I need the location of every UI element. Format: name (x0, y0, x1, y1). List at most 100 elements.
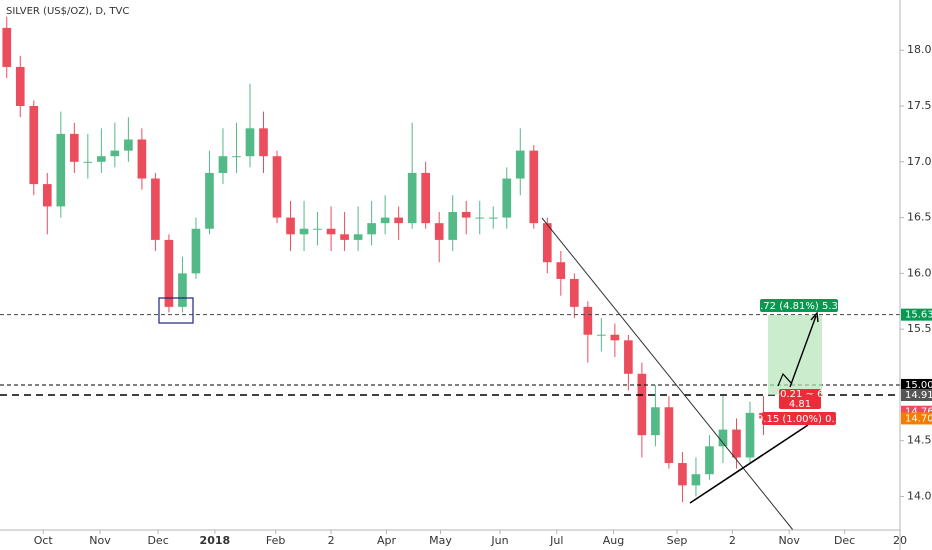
candle-body (124, 139, 133, 151)
candle-body (461, 212, 471, 218)
y-tick-label: 17.00 (907, 155, 932, 168)
target-label: 0.72 (4.81%) 5.32 (754, 301, 844, 312)
plot-area (0, 16, 900, 503)
y-tick-label: 15.50 (907, 322, 932, 335)
candle-body (488, 217, 498, 219)
candle-body (380, 217, 390, 224)
candle-body (15, 66, 25, 106)
candle-body (367, 223, 376, 235)
candle-body (313, 228, 322, 230)
stop-tag (762, 412, 836, 425)
x-tick-label: Dec (147, 534, 168, 547)
x-tick-label: 2018 (200, 534, 231, 547)
candle-body (151, 178, 160, 240)
price-tag-label: 15.63 (905, 310, 932, 321)
trend-line (689, 424, 809, 504)
x-tick-label: Feb (266, 534, 285, 547)
candle-body (515, 150, 525, 179)
candle-body (610, 334, 620, 341)
candle-body (272, 156, 282, 218)
candle-body (407, 172, 417, 224)
candle-body (691, 474, 701, 486)
profit-zone (768, 315, 822, 395)
candle-body (732, 429, 741, 458)
stop-label: 0.15 (1.00%) 0.1 (757, 414, 841, 425)
price-tag (901, 388, 932, 401)
candle-body (83, 161, 93, 163)
candle-body (434, 223, 444, 240)
candle-body (164, 239, 174, 307)
candle-body (583, 306, 593, 335)
price-tag-label: 14.76 (905, 407, 932, 418)
price-tag (901, 378, 932, 391)
y-tick-label: 14.50 (907, 434, 932, 447)
candle-body (178, 273, 187, 307)
candle-body (232, 156, 241, 158)
x-tick-label: Oct (34, 534, 54, 547)
x-tick-label: Sep (667, 534, 688, 547)
entry-label: -0.21 ~ 6 (777, 389, 824, 400)
candle-body (137, 139, 147, 179)
price-tag-label: 15.00 (905, 380, 932, 391)
candle-body (340, 234, 349, 240)
candle-body (326, 228, 336, 235)
candle-body (637, 373, 647, 436)
x-tick-label: 2 (328, 534, 335, 547)
y-tick-label: 16.50 (907, 211, 932, 224)
entry-tag (779, 389, 821, 409)
candle-body (664, 407, 674, 464)
y-tick-label: 14.00 (907, 490, 932, 503)
candle-body (56, 133, 66, 207)
arrow-head (810, 311, 819, 323)
entry-ratio: 4.81 (789, 399, 811, 410)
candle-body (191, 228, 201, 274)
candle-body (353, 234, 363, 240)
y-tick-label: 18.00 (907, 43, 932, 56)
candle-body (42, 184, 52, 207)
candle-body (570, 278, 579, 307)
x-tick-label: Dec (834, 534, 855, 547)
candle-body (651, 407, 660, 436)
trend-line (541, 217, 794, 531)
candle-body (502, 178, 512, 218)
x-tick-label: May (429, 534, 452, 547)
projection-arrow (777, 372, 793, 387)
x-tick-label: Nov (89, 534, 111, 547)
price-tag-label: 14.91 (905, 390, 932, 401)
candle-body (29, 106, 39, 185)
price-tag (901, 412, 932, 425)
candle-body (745, 412, 755, 458)
x-tick-label: 20 (893, 534, 907, 547)
candle-body (718, 429, 728, 447)
candle-body (448, 212, 458, 240)
x-tick-label: Jun (490, 534, 508, 547)
price-tag-label: 14.70 (905, 413, 932, 424)
candle-body (624, 340, 633, 374)
chart-title: SILVER (US$/OZ), D, TVC (6, 6, 129, 17)
candle-body (542, 223, 552, 263)
x-tick-label: Nov (778, 534, 800, 547)
x-tick-label: 2 (729, 534, 736, 547)
x-tick-label: Aug (603, 534, 624, 547)
candle-body (556, 262, 566, 279)
price-tag (901, 308, 932, 321)
candle-body (2, 27, 12, 67)
candle-body (394, 217, 403, 224)
highlight-box (158, 297, 194, 324)
candle-body (70, 133, 79, 162)
projection-arrow (789, 315, 817, 388)
x-tick-label: Jul (549, 534, 563, 547)
candle-body (286, 217, 295, 235)
candle-body (529, 150, 539, 224)
candle-body (110, 150, 120, 157)
candle-body (299, 228, 309, 235)
candle-body (597, 334, 606, 336)
candle-body (218, 156, 228, 173)
candle-body (259, 128, 268, 157)
candle-body (205, 172, 214, 229)
candle-body (475, 217, 485, 219)
x-tick-label: Apr (377, 534, 397, 547)
y-tick-label: 16.00 (907, 266, 932, 279)
